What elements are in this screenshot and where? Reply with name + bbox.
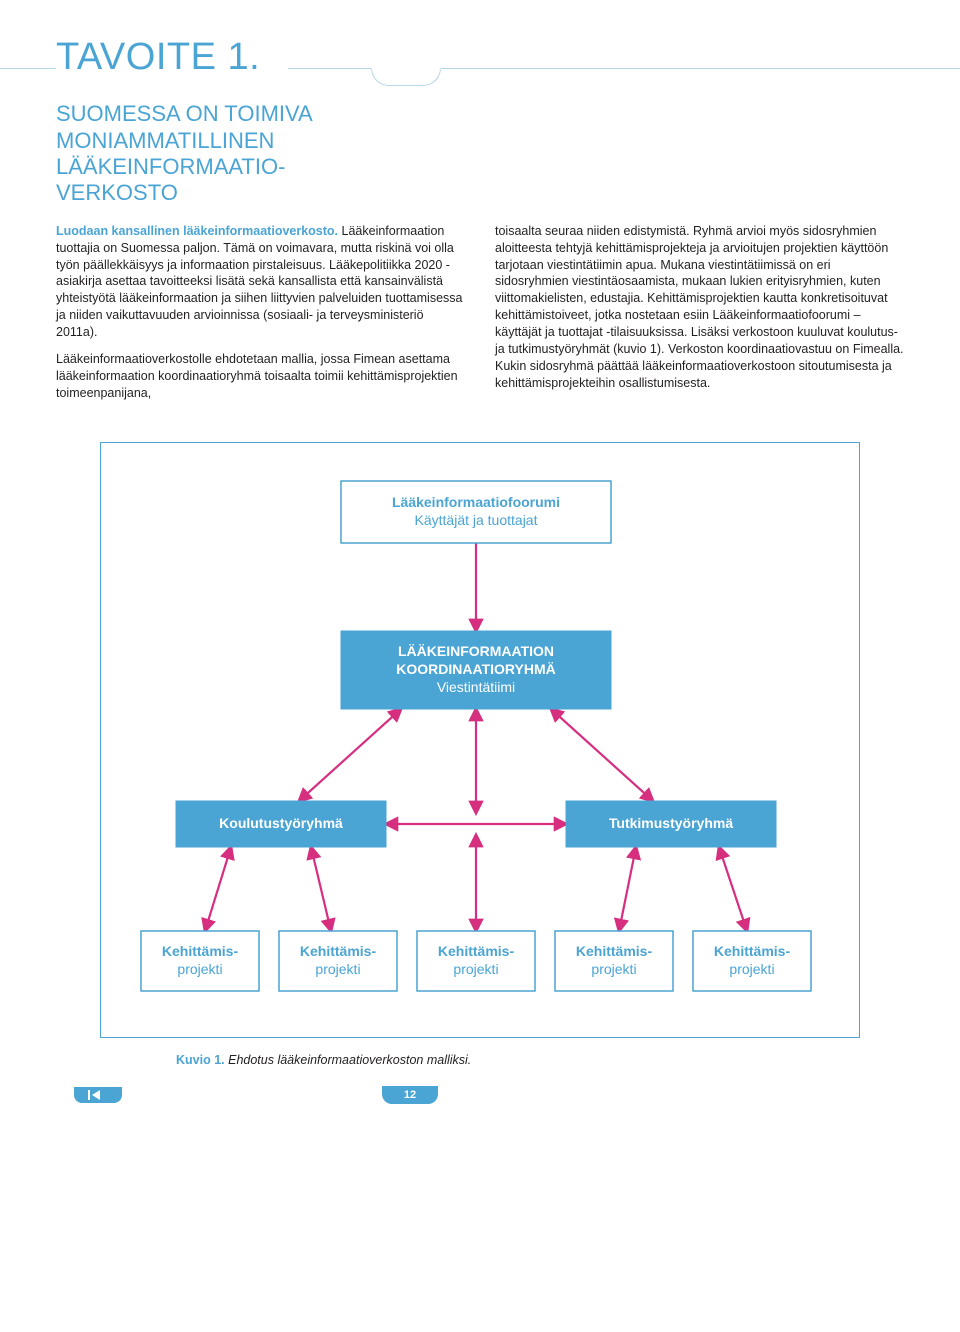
lead-text: Luodaan kansallinen lääkeinformaatioverk… bbox=[56, 224, 338, 238]
edge bbox=[299, 709, 401, 801]
column-left: Luodaan kansallinen lääkeinformaatioverk… bbox=[56, 223, 465, 412]
page-title: TAVOITE 1. bbox=[56, 32, 288, 83]
node-p5: Kehittämis-projekti bbox=[693, 931, 811, 991]
node-label: projekti bbox=[177, 961, 222, 977]
node-label: KOORDINAATIORYHMÄ bbox=[396, 661, 555, 677]
caption-text: Ehdotus lääkeinformaatioverkoston mallik… bbox=[228, 1053, 471, 1067]
node-label: Kehittämis- bbox=[714, 943, 791, 959]
node-label: Tutkimustyöryhmä bbox=[609, 815, 733, 831]
node-p1: Kehittämis-projekti bbox=[141, 931, 259, 991]
node-label: Lääkeinformaatiofoorumi bbox=[392, 494, 560, 510]
edge bbox=[311, 847, 331, 931]
node-label: projekti bbox=[315, 961, 360, 977]
node-label: Käyttäjät ja tuottajat bbox=[415, 512, 538, 528]
node-label: Kehittämis- bbox=[300, 943, 377, 959]
node-label: Kehittämis- bbox=[576, 943, 653, 959]
node-label: Viestintätiimi bbox=[437, 679, 515, 695]
body-left-2: Lääkeinformaatioverkostolle ehdotetaan m… bbox=[56, 351, 465, 402]
figure-caption: Kuvio 1. Ehdotus lääkeinformaatioverkost… bbox=[176, 1052, 904, 1069]
node-p2: Kehittämis-projekti bbox=[279, 931, 397, 991]
node-label: projekti bbox=[729, 961, 774, 977]
back-tab-icon[interactable] bbox=[74, 1087, 122, 1103]
edge bbox=[619, 847, 636, 931]
diagram-frame: Lääkeinformaatiofoorumi Käyttäjät ja tuot… bbox=[100, 442, 860, 1038]
page-number: 12 bbox=[382, 1086, 438, 1104]
node-koulu: Koulutustyöryhmä bbox=[176, 801, 386, 847]
node-label: Kehittämis- bbox=[162, 943, 239, 959]
node-label: Kehittämis- bbox=[438, 943, 515, 959]
column-right: toisaalta seuraa niiden edistymistä. Ryh… bbox=[495, 223, 904, 412]
node-label: projekti bbox=[591, 961, 636, 977]
title-area: TAVOITE 1. bbox=[56, 32, 904, 83]
edge bbox=[719, 847, 747, 931]
edge bbox=[205, 847, 231, 931]
body-left-text: Lääkeinformaation tuottajia on Suomessa … bbox=[56, 224, 462, 339]
node-tutki: Tutkimustyöryhmä bbox=[566, 801, 776, 847]
page-subtitle: SUOMESSA ON TOIMIVA MONIAMMATILLINEN LÄÄ… bbox=[56, 101, 376, 207]
node-coord: LÄÄKEINFORMAATION KOORDINAATIORYHMÄ Viesti… bbox=[341, 631, 611, 709]
page-footer: 12 bbox=[56, 1086, 904, 1104]
node-label: Koulutustyöryhmä bbox=[219, 815, 343, 831]
flowchart-svg: Lääkeinformaatiofoorumi Käyttäjät ja tuot… bbox=[131, 471, 831, 1011]
caption-label: Kuvio 1. bbox=[176, 1053, 225, 1067]
node-forum: Lääkeinformaatiofoorumi Käyttäjät ja tuot… bbox=[341, 481, 611, 543]
node-label: projekti bbox=[453, 961, 498, 977]
body-right-text: toisaalta seuraa niiden edistymistä. Ryh… bbox=[495, 223, 904, 392]
node-p4: Kehittämis-projekti bbox=[555, 931, 673, 991]
edge bbox=[551, 709, 653, 801]
rule-notch bbox=[371, 68, 441, 86]
node-label: LÄÄKEINFORMAATION bbox=[398, 643, 554, 659]
node-p3: Kehittämis-projekti bbox=[417, 931, 535, 991]
body-columns: Luodaan kansallinen lääkeinformaatioverk… bbox=[56, 223, 904, 412]
lead-paragraph: Luodaan kansallinen lääkeinformaatioverk… bbox=[56, 223, 465, 341]
